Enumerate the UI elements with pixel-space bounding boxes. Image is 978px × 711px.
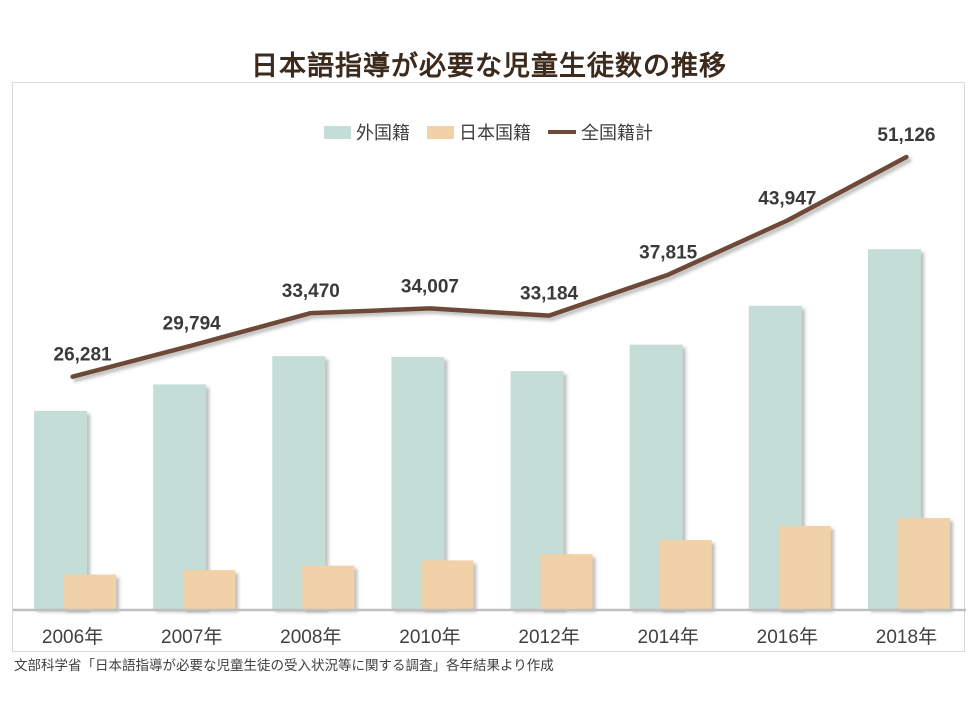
data-label-4: 33,184 [520,284,579,305]
legend-item-foreign: 外国籍 [324,119,410,145]
chart-title: 日本語指導が必要な児童生徒数の推移 [251,51,727,81]
legend-item-japanese: 日本国籍 [427,119,531,145]
legend-label-foreign: 外国籍 [356,123,410,143]
data-label-5: 37,815 [639,243,698,264]
data-label-0: 26,281 [54,345,113,366]
bar-japanese-1 [183,570,236,609]
legend-swatch-foreign [324,125,351,139]
bar-japanese-3 [421,560,474,609]
data-label-7: 51,126 [877,125,935,146]
bar-japanese-7 [897,517,950,609]
bar-japanese-4 [540,554,593,609]
x-axis-label-1: 2007年 [161,626,222,648]
x-axis-label-4: 2012年 [518,626,579,648]
x-axis-label-7: 2018年 [876,626,937,648]
legend-swatch-japanese [427,125,454,139]
data-label-6: 43,947 [758,188,816,209]
x-axis-label-6: 2016年 [757,626,818,648]
data-label-1: 29,794 [163,314,222,335]
data-label-2: 33,470 [282,281,340,302]
total-line [70,154,909,379]
chart-frame: 外国籍 日本国籍 全国籍計 2006年 2007年 2008年 2010年 2012年 201… [12,82,966,652]
bar-japanese-0 [64,574,117,609]
plot-svg: 2006年 2007年 2008年 2010年 2012年 2014年 2016年 2018年… [13,125,966,648]
legend-label-total: 全国籍計 [581,123,653,143]
bar-japanese-2 [302,565,355,609]
legend: 外国籍 日本国籍 全国籍計 [13,119,964,145]
source-note: 文部科学省「日本語指導が必要な児童生徒の受入状況等に関する調査」各年結果より作成 [14,658,554,673]
legend-swatch-total [548,130,576,134]
bar-japanese-6 [778,525,831,609]
data-label-3: 34,007 [401,276,459,297]
x-axis-label-3: 2010年 [399,626,460,648]
legend-label-japanese: 日本国籍 [459,123,531,143]
x-axis-label-2: 2008年 [280,626,341,648]
bar-japanese-5 [659,540,712,609]
x-axis-label-0: 2006年 [42,626,103,648]
x-axis-label-5: 2014年 [638,626,699,648]
legend-item-total: 全国籍計 [548,119,653,145]
